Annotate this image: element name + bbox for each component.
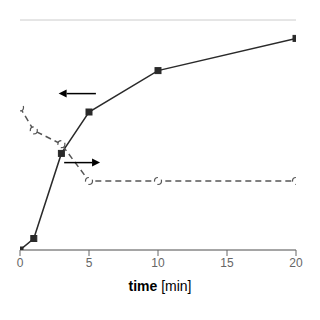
svg-text:0: 0 [17, 256, 24, 270]
svg-text:20: 20 [289, 256, 303, 270]
svg-text:5: 5 [86, 256, 93, 270]
svg-text:15: 15 [220, 256, 234, 270]
svg-text:10: 10 [151, 256, 165, 270]
html-text:time [min]: time [min] [128, 278, 192, 294]
